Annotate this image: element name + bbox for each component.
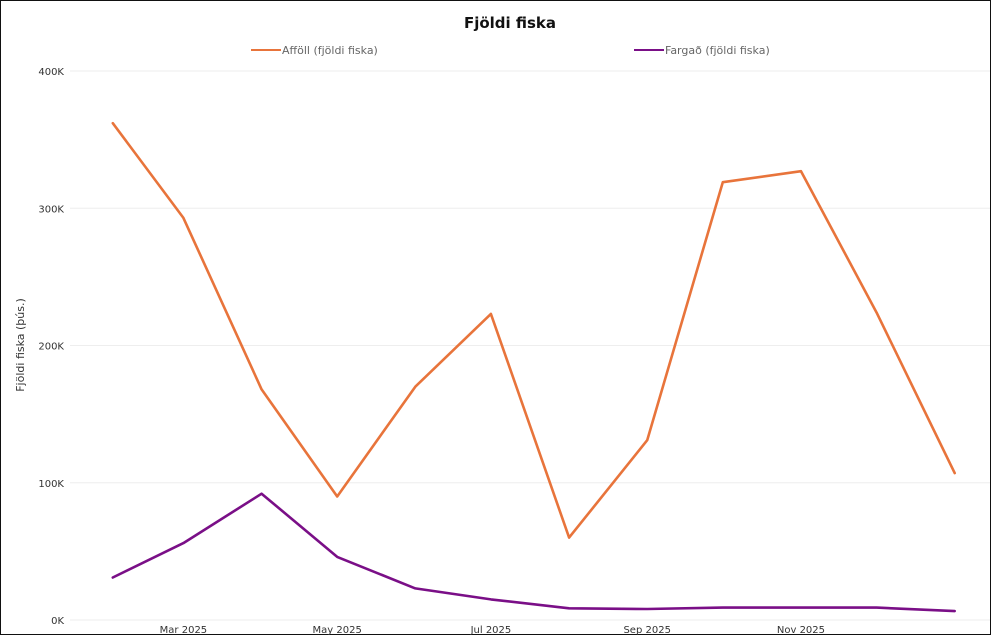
x-tick-label: Nov 2025 — [777, 625, 825, 635]
y-axis-label: Fjöldi fiska (þús.) — [14, 298, 27, 392]
series-lines — [111, 121, 957, 613]
x-tick-label: Mar 2025 — [160, 625, 208, 635]
x-tick-label: May 2025 — [313, 625, 362, 635]
series-line-2 — [111, 492, 957, 613]
y-tick-label: 100K — [38, 479, 64, 490]
legend-item-1[interactable]: Afföll (fjöldi fiska) — [251, 44, 378, 57]
legend-label: Afföll (fjöldi fiska) — [282, 44, 378, 57]
y-tick-label: 300K — [38, 204, 64, 215]
y-axis-ticks: 0K 100K 200K 300K 400K — [38, 67, 64, 627]
x-tick-label: Sep 2025 — [623, 625, 670, 635]
y-tick-label: 400K — [38, 67, 64, 78]
legend[interactable]: Afföll (fjöldi fiska) Fargað (fjöldi fisk… — [251, 44, 770, 57]
chart-title: Fjöldi fiska — [464, 14, 556, 32]
legend-item-2[interactable]: Fargað (fjöldi fiska) — [634, 44, 770, 57]
legend-label: Fargað (fjöldi fiska) — [665, 44, 770, 57]
y-tick-label: 0K — [51, 616, 64, 627]
x-tick-label: Jul 2025 — [470, 625, 512, 635]
x-axis-ticks: Mar 2025 May 2025 Jul 2025 Sep 2025 Nov 2025 — [160, 625, 825, 635]
grid-lines — [70, 70, 990, 621]
y-tick-label: 200K — [38, 342, 64, 353]
series-line-1 — [111, 121, 957, 539]
